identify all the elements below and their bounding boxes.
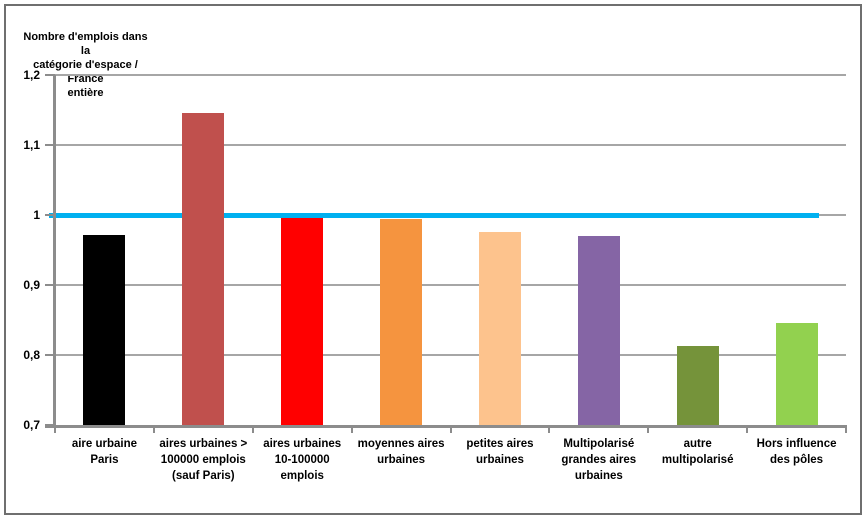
bar-hors-influence bbox=[775, 322, 818, 425]
x-axis-line bbox=[45, 425, 846, 428]
gridline-y-1,2 bbox=[55, 74, 846, 76]
x-tick-2 bbox=[251, 425, 254, 433]
category-label-aire-urbaine: aire urbaine Paris bbox=[71, 438, 138, 466]
y-axis-title: Nombre d'emplois dans la catégorie d'esp… bbox=[23, 31, 148, 99]
y-tick-0,8 bbox=[45, 354, 55, 356]
y-tick-label-1,1: 1,1 bbox=[23, 138, 40, 152]
gridline-y-1,1 bbox=[55, 144, 846, 146]
y-tick-0,7 bbox=[45, 424, 55, 426]
x-tick-8 bbox=[845, 425, 847, 433]
y-tick-1,2 bbox=[45, 74, 55, 76]
bar-aire-urbaine bbox=[83, 234, 126, 425]
x-tick-4 bbox=[449, 425, 452, 433]
y-tick-label-1: 1 bbox=[33, 208, 40, 222]
x-tick-1 bbox=[152, 425, 155, 433]
y-tick-label-0,9: 0,9 bbox=[23, 278, 40, 292]
category-label-hors-influence: Hors influence des pôles bbox=[756, 438, 837, 466]
category-label-aires-urbaines: aires urbaines > 100000 emplois (sauf Pa… bbox=[159, 438, 248, 482]
bar-aires-urbaines bbox=[182, 112, 225, 425]
x-tick-6 bbox=[647, 425, 650, 433]
x-tick-0 bbox=[54, 425, 56, 433]
y-tick-0,9 bbox=[45, 284, 55, 286]
x-tick-3 bbox=[350, 425, 353, 433]
y-tick-label-0,8: 0,8 bbox=[23, 348, 40, 362]
reference-line bbox=[49, 212, 819, 218]
y-tick-label-0,7: 0,7 bbox=[23, 418, 40, 432]
bar-multipolaris bbox=[577, 236, 620, 425]
y-tick-1 bbox=[45, 214, 55, 216]
bar-autre bbox=[676, 345, 719, 425]
category-label-moyennes-aires: moyennes aires urbaines bbox=[357, 438, 445, 466]
y-tick-1,1 bbox=[45, 144, 55, 146]
x-tick-7 bbox=[746, 425, 749, 433]
bar-petites-aires bbox=[478, 231, 521, 425]
category-label-autre: autre multipolarisé bbox=[661, 438, 734, 466]
bar-moyennes-aires bbox=[380, 218, 423, 425]
y-tick-label-1,2: 1,2 bbox=[23, 68, 40, 82]
x-tick-5 bbox=[548, 425, 551, 433]
y-axis-line bbox=[53, 75, 56, 428]
category-label-petites-aires: petites aires urbaines bbox=[466, 438, 534, 466]
category-label-multipolaris: Multipolarisé grandes aires urbaines bbox=[561, 438, 637, 482]
gridline-y-0,9 bbox=[55, 284, 846, 286]
category-label-aires-urbaines: aires urbaines 10-100000 emplois bbox=[263, 438, 342, 482]
bar-aires-urbaines bbox=[281, 217, 324, 425]
gridline-y-0,8 bbox=[55, 354, 846, 356]
